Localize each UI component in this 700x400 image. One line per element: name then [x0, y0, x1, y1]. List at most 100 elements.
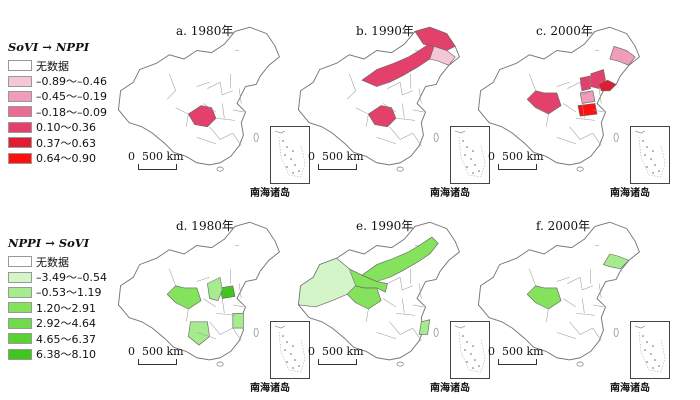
- country-outline: [477, 221, 640, 361]
- province-border: [169, 268, 176, 286]
- inset-map: [630, 126, 670, 184]
- legend-item: 6.38～8.10: [8, 346, 107, 361]
- scale-bar: 0 500 km: [488, 150, 544, 170]
- scale-bar: 0 500 km: [128, 150, 184, 170]
- province-border: [563, 298, 577, 308]
- province-border: [232, 109, 244, 113]
- province-border: [355, 302, 369, 310]
- province-border: [166, 285, 176, 295]
- province-border: [567, 277, 581, 284]
- region-hubei: [577, 103, 598, 117]
- province-border: [592, 304, 604, 308]
- legend-label: 无数据: [36, 255, 69, 269]
- province-border: [579, 132, 593, 140]
- province-border: [399, 277, 403, 291]
- legend-label: 1.20～2.91: [36, 301, 96, 315]
- legend-item: –3.49～–0.54: [8, 269, 107, 284]
- scale-line: [498, 359, 537, 365]
- province-border: [221, 103, 225, 119]
- china-map: [297, 221, 460, 367]
- region-shandong: [598, 79, 617, 92]
- province-border: [529, 268, 536, 286]
- scale-bar: 0 500 km: [128, 345, 184, 365]
- legend-items: 无数据 –0.89～–0.46 –0.45～–0.19 –0.18～–0.09 0.10…: [8, 58, 107, 166]
- region-jilin: [429, 45, 456, 66]
- province-border: [592, 132, 602, 146]
- legend-label: –0.89～–0.46: [36, 75, 107, 89]
- legend-swatch: [8, 348, 32, 360]
- province-border: [387, 277, 401, 284]
- province-border: [389, 321, 401, 335]
- province-border: [401, 298, 405, 314]
- legend-item: 0.37～0.63: [8, 135, 107, 150]
- scale-line: [318, 359, 357, 365]
- province-border: [365, 114, 369, 127]
- province-border: [222, 90, 233, 96]
- province-border: [399, 82, 403, 96]
- province-border: [215, 313, 235, 316]
- legend-label: 6.38～8.10: [36, 348, 96, 362]
- province-border: [402, 285, 413, 291]
- legend-nppi-to-sovi: NPPI → SoVI 无数据 –3.49～–0.54 –0.53～1.19 1.20…: [8, 236, 107, 362]
- legend-label: –0.18～–0.09: [36, 105, 107, 119]
- country-outline: [117, 26, 280, 166]
- region-fujian: [418, 319, 431, 335]
- scale-bar: 0 500 km: [308, 150, 364, 170]
- legend-swatch: [8, 302, 32, 314]
- province-border: [232, 132, 242, 146]
- province-border: [376, 277, 390, 282]
- legend-label: 0.10～0.36: [36, 121, 96, 135]
- legend-item: 0.10～0.36: [8, 120, 107, 135]
- region-taiwan: [253, 327, 259, 337]
- province-border: [582, 285, 593, 291]
- region-hainan: [576, 361, 584, 367]
- legend-item: 无数据: [8, 58, 107, 73]
- province-border: [412, 304, 424, 308]
- region-jilin: [609, 45, 636, 66]
- province-border: [399, 327, 413, 335]
- province-border: [412, 327, 422, 341]
- inset-map: [270, 321, 310, 379]
- inset-islands: [454, 130, 486, 178]
- legend-label: 无数据: [36, 59, 69, 73]
- province-border: [395, 118, 415, 121]
- scale-bar: 0 500 km: [488, 345, 544, 365]
- province-border: [418, 283, 422, 299]
- panel-title: b. 1990年: [356, 24, 414, 38]
- legend-swatch: [8, 256, 32, 268]
- legend-item: 无数据: [8, 254, 107, 269]
- region-heilongjiang: [414, 26, 456, 51]
- region-hainan: [396, 166, 404, 172]
- region-jiangxi: [232, 312, 244, 329]
- province-border: [196, 82, 210, 87]
- province-border: [349, 73, 356, 91]
- map-panel-d: d. 1980年 0 500 km 南海诸岛: [110, 215, 310, 394]
- province-border: [575, 313, 595, 316]
- map-panel-c: c. 2000年 0 500 km 南海诸岛: [470, 20, 670, 199]
- province-border: [185, 309, 189, 322]
- region-yunnan: [188, 321, 210, 346]
- province-border: [569, 321, 581, 335]
- legend-items: 无数据 –3.49～–0.54 –0.53～1.19 1.20～2.91 2.92～4.…: [8, 254, 107, 362]
- inset-map: [450, 321, 490, 379]
- region-hainan: [216, 361, 224, 367]
- legend-swatch: [8, 271, 32, 283]
- province-border: [598, 283, 602, 299]
- province-border: [412, 109, 424, 113]
- scale-line: [318, 164, 357, 170]
- province-border: [567, 82, 581, 89]
- province-border: [383, 298, 397, 308]
- province-border: [209, 126, 221, 140]
- scale-label: 0 500 km: [128, 150, 184, 163]
- legend-swatch: [8, 106, 32, 118]
- inset-label: 南海诸岛: [250, 383, 290, 394]
- province-border: [207, 277, 221, 284]
- province-border: [166, 90, 176, 100]
- legend-swatch: [8, 286, 32, 298]
- province-border: [592, 109, 604, 113]
- province-border: [376, 332, 396, 339]
- legend-swatch: [8, 137, 32, 149]
- province-border: [598, 88, 602, 104]
- inset-islands: [274, 130, 306, 178]
